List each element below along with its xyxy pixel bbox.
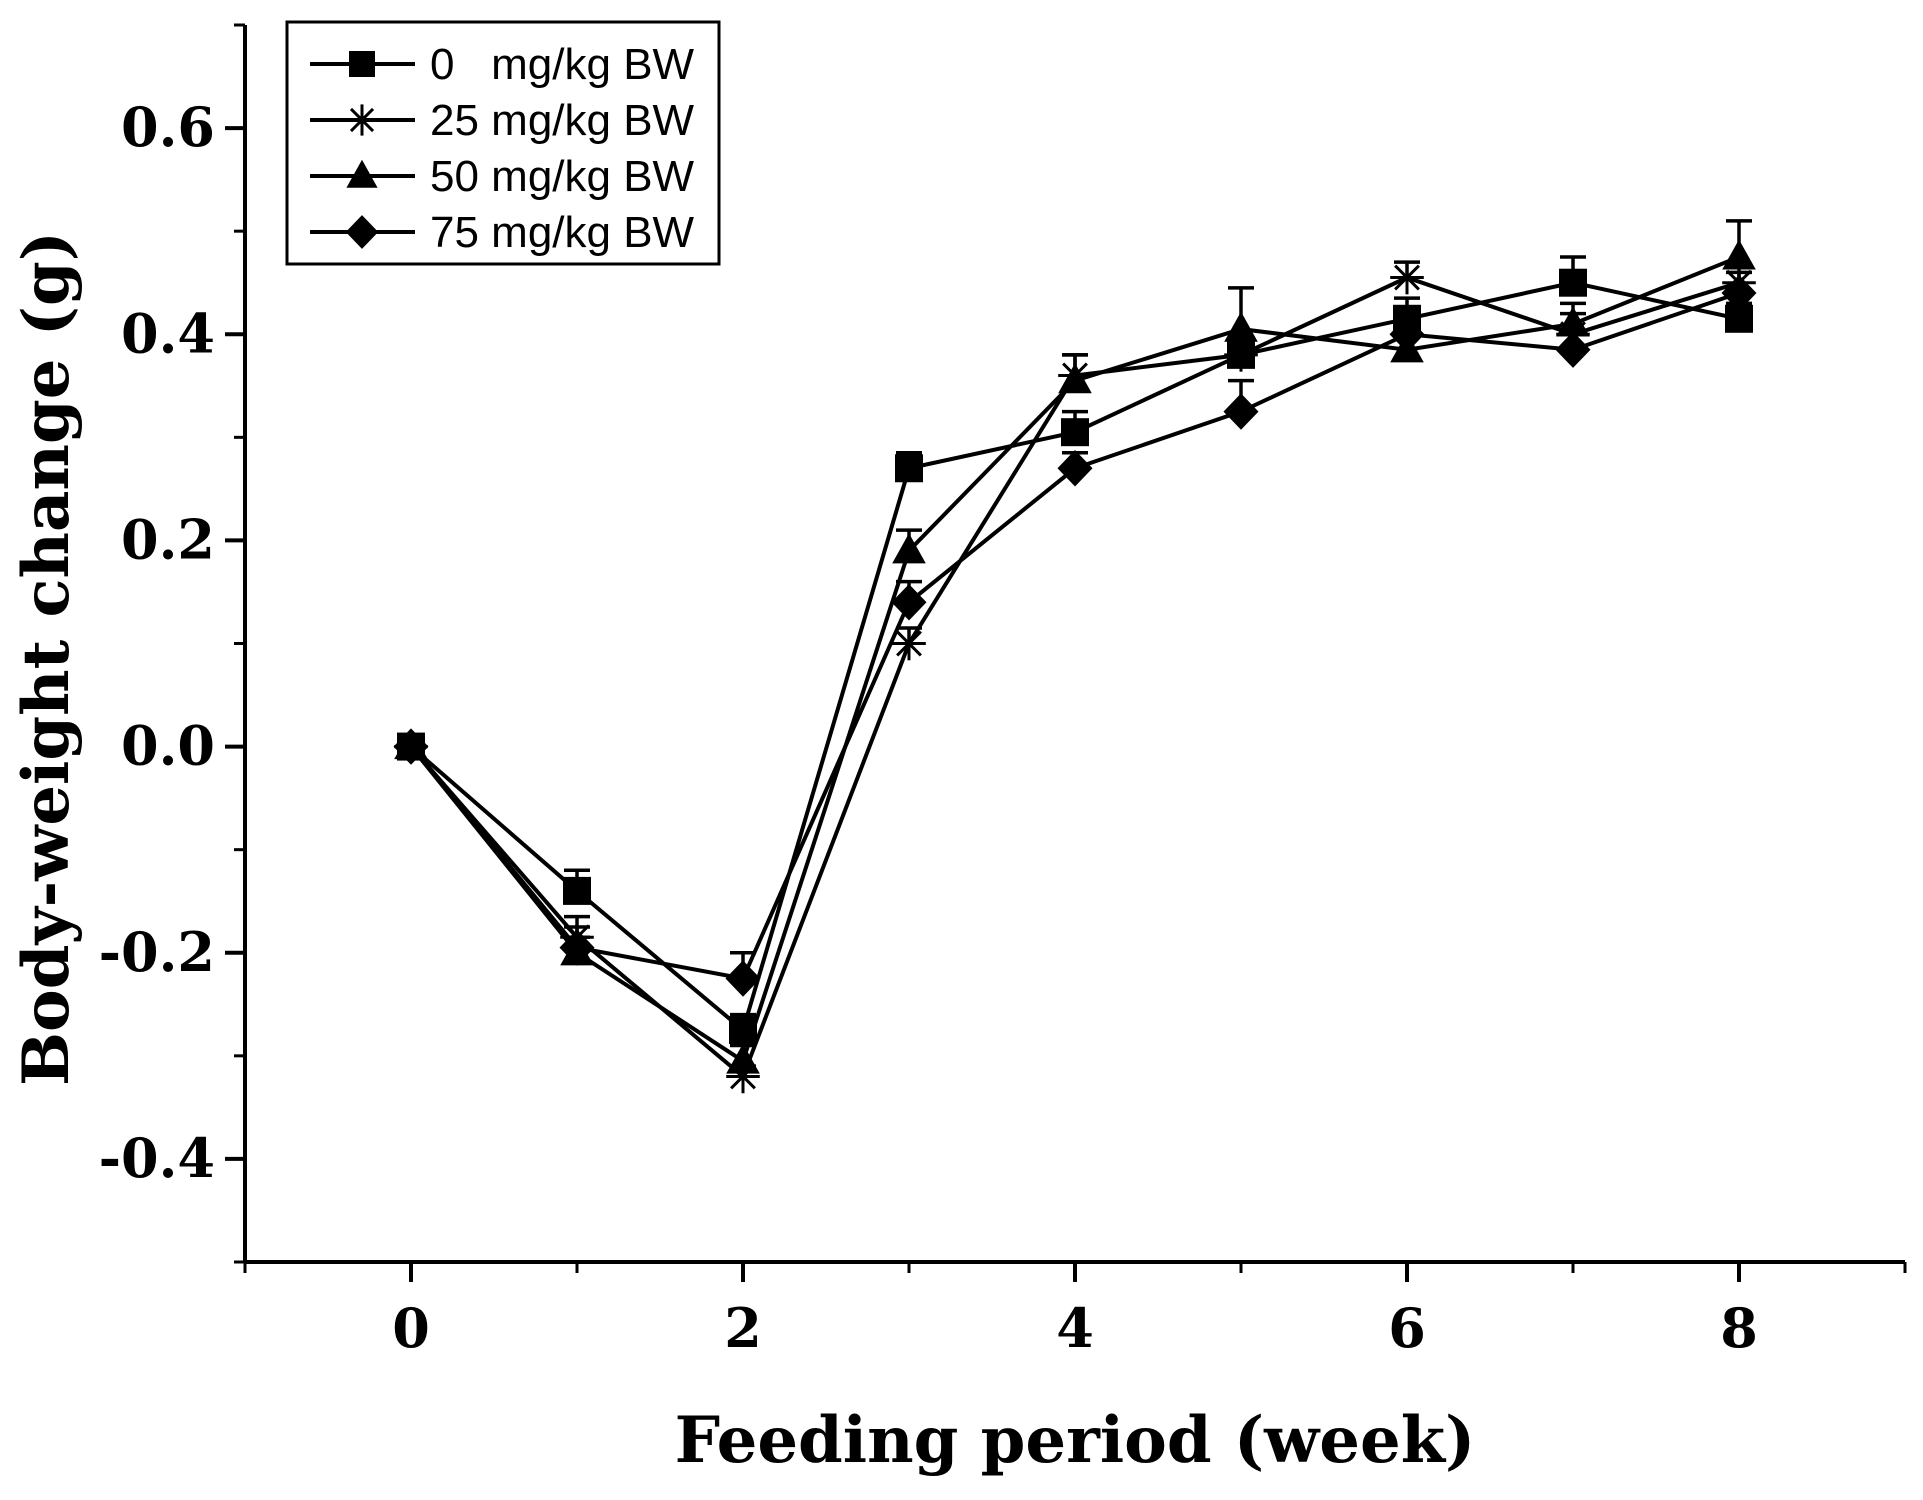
- data-point: [726, 1043, 760, 1074]
- data-point: [1389, 316, 1425, 353]
- data-series: [393, 219, 1757, 1094]
- data-point: [892, 626, 926, 661]
- data-point: [725, 960, 761, 997]
- y-tick-label: 0.4: [121, 301, 215, 365]
- asterisk-stroke: [1394, 264, 1420, 291]
- asterisk-stroke: [349, 107, 375, 133]
- legend-marker: [346, 104, 378, 136]
- data-point: [393, 728, 429, 765]
- legend-item: 25 mg/kg BW: [310, 96, 695, 145]
- y-tick-label: 0.2: [121, 507, 215, 571]
- asterisk-stroke: [896, 630, 922, 657]
- legend-item: 75 mg/kg BW: [310, 208, 695, 257]
- data-point: [891, 584, 927, 621]
- data-point: [1224, 311, 1258, 342]
- y-tick-label: -0.4: [99, 1126, 215, 1190]
- data-point: [1224, 338, 1258, 372]
- data-point: [563, 876, 591, 905]
- legend-item: 0 mg/kg BW: [310, 40, 695, 89]
- x-axis-title: Feeding period (week): [675, 1403, 1476, 1478]
- x-tick-label: 2: [724, 1296, 762, 1360]
- data-point: [1390, 260, 1424, 295]
- x-tick-label: 4: [1056, 1296, 1094, 1360]
- legend-label: 75 mg/kg BW: [430, 208, 695, 257]
- x-tick-label: 6: [1388, 1296, 1426, 1360]
- x-tick-label: 0: [392, 1296, 430, 1360]
- data-point: [895, 454, 923, 483]
- legend-label: 50 mg/kg BW: [430, 152, 695, 201]
- data-point: [1721, 274, 1757, 312]
- legend-marker: [345, 215, 379, 249]
- data-point: [1057, 450, 1093, 487]
- legend: 0 mg/kg BW 25 mg/kg BW 50 mg/kg BW 75 mg/kg…: [285, 20, 721, 266]
- y-tick-label: 0.0: [121, 714, 215, 778]
- legend-item: 50 mg/kg BW: [310, 152, 695, 201]
- series-3: [393, 270, 1757, 997]
- y-tick-label: 0.6: [121, 95, 215, 159]
- legend-marker: [349, 51, 375, 77]
- legend-marker: [346, 159, 378, 188]
- legend-label: 25 mg/kg BW: [430, 96, 695, 145]
- y-tick-label: -0.2: [99, 920, 215, 984]
- data-point: [559, 929, 595, 966]
- data-point: [1061, 418, 1089, 447]
- asterisk-stroke: [1228, 341, 1254, 368]
- axes: 0 2 4 6 8 -0.4 -0.2 0.0 0.2 0.4 0.6 Feeding period …: [9, 23, 1907, 1478]
- data-point: [1223, 393, 1259, 430]
- data-point: [1555, 331, 1591, 368]
- x-tick-label: 8: [1720, 1296, 1758, 1360]
- data-point: [1559, 268, 1587, 297]
- data-point: [892, 533, 926, 564]
- data-point: [1722, 239, 1756, 270]
- legend-label: 0 mg/kg BW: [430, 40, 695, 89]
- data-point: [1058, 363, 1092, 394]
- y-axis-title: Body-weight change (g): [9, 231, 84, 1086]
- data-point: [1556, 306, 1590, 337]
